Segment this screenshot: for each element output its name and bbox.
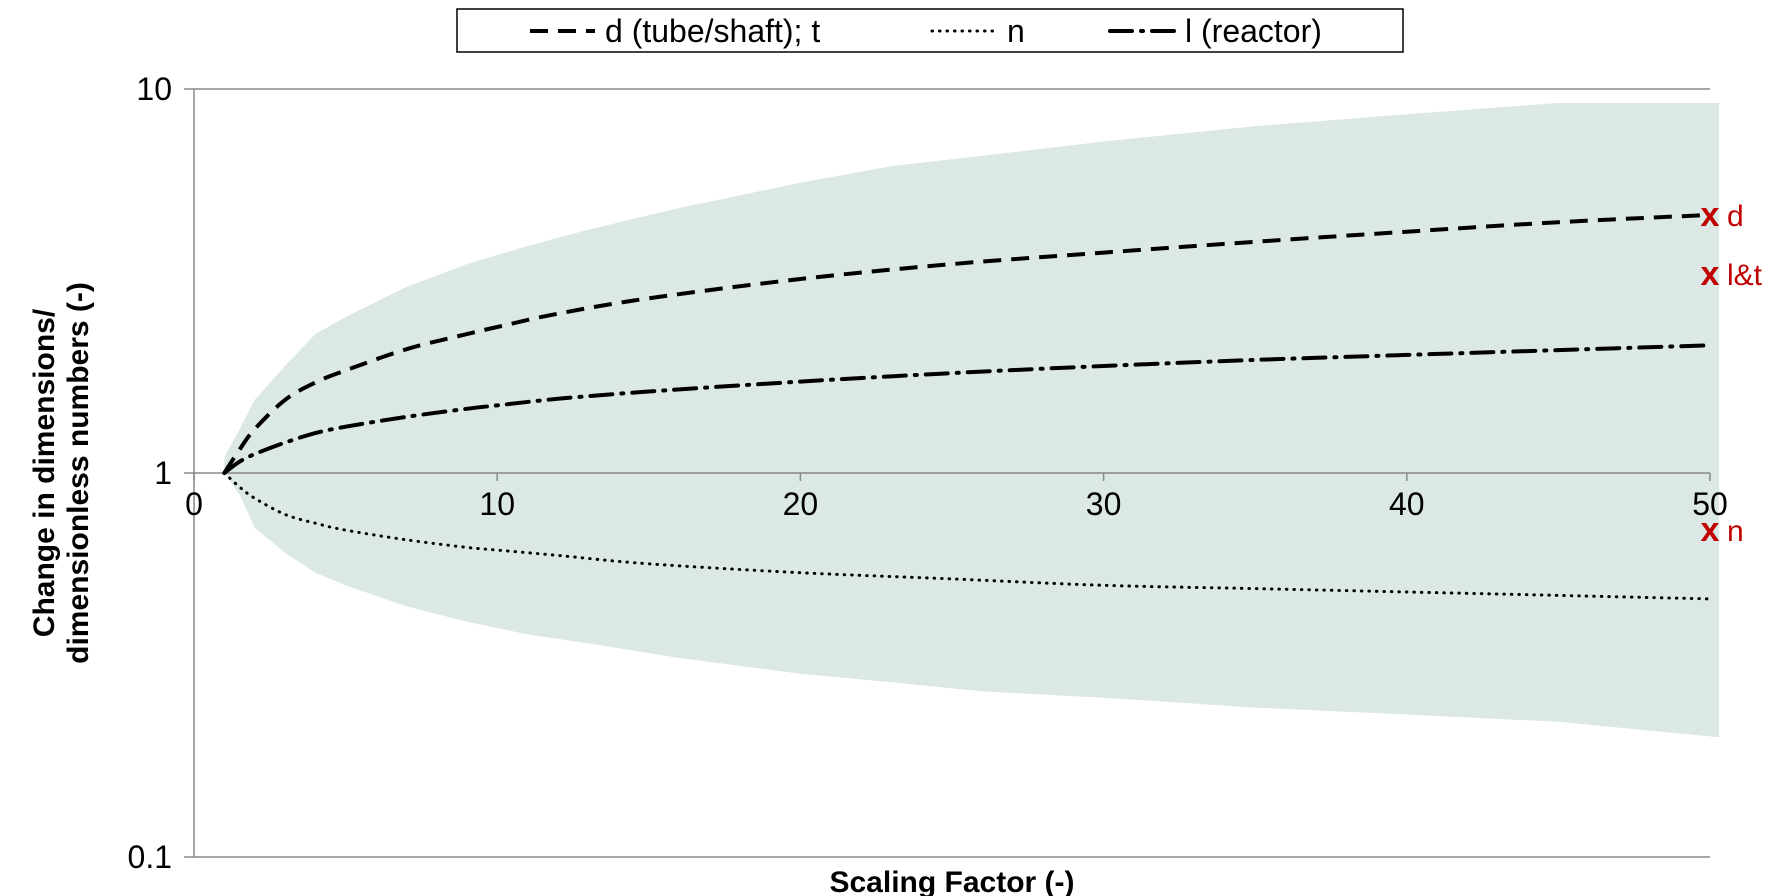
range-band-area <box>224 102 1720 738</box>
marker-label: n <box>1727 515 1744 548</box>
marker-symbol: x <box>1701 196 1720 234</box>
marker-symbol: x <box>1701 511 1720 549</box>
series-line-l <box>222 343 1712 475</box>
x-tick-label: 40 <box>1389 486 1425 522</box>
x-tick-label: 20 <box>783 486 819 522</box>
x-axis-title: Scaling Factor (-) <box>829 866 1074 896</box>
tick-marks: 0 10 20 30 40 50 0.1 1 10 <box>128 71 1728 875</box>
y-axis-title: Change in dimensions/ dimensionless numb… <box>28 282 95 664</box>
marker-label: d <box>1727 200 1744 233</box>
endpoint-markers: x dx l&tx n <box>1701 196 1763 549</box>
marker-symbol: x <box>1701 255 1720 293</box>
x-tick-label: 30 <box>1086 486 1122 522</box>
y-tick-label: 0.1 <box>128 839 172 875</box>
legend-box <box>456 8 1404 53</box>
series-line-d <box>222 212 1711 475</box>
y-axis-title-line-2: dimensionless numbers (-) <box>62 282 95 664</box>
shaded-range-band <box>224 102 1720 738</box>
legend-label-l: l (reactor) <box>1185 13 1322 49</box>
legend: d (tube/shaft); t n l (reactor) <box>456 8 1404 53</box>
x-tick-label: 0 <box>185 486 203 522</box>
y-tick-label: 1 <box>154 455 172 491</box>
marker-label: l&t <box>1727 259 1763 292</box>
series-lines <box>222 212 1712 601</box>
y-axis-title-line-1: Change in dimensions/ <box>28 308 61 637</box>
x-tick-label: 50 <box>1692 486 1728 522</box>
x-tick-label: 10 <box>479 486 515 522</box>
y-tick-label: 10 <box>136 71 172 107</box>
legend-label-n: n <box>1007 13 1025 49</box>
legend-label-d: d (tube/shaft); t <box>605 13 820 49</box>
axes <box>193 88 1710 858</box>
